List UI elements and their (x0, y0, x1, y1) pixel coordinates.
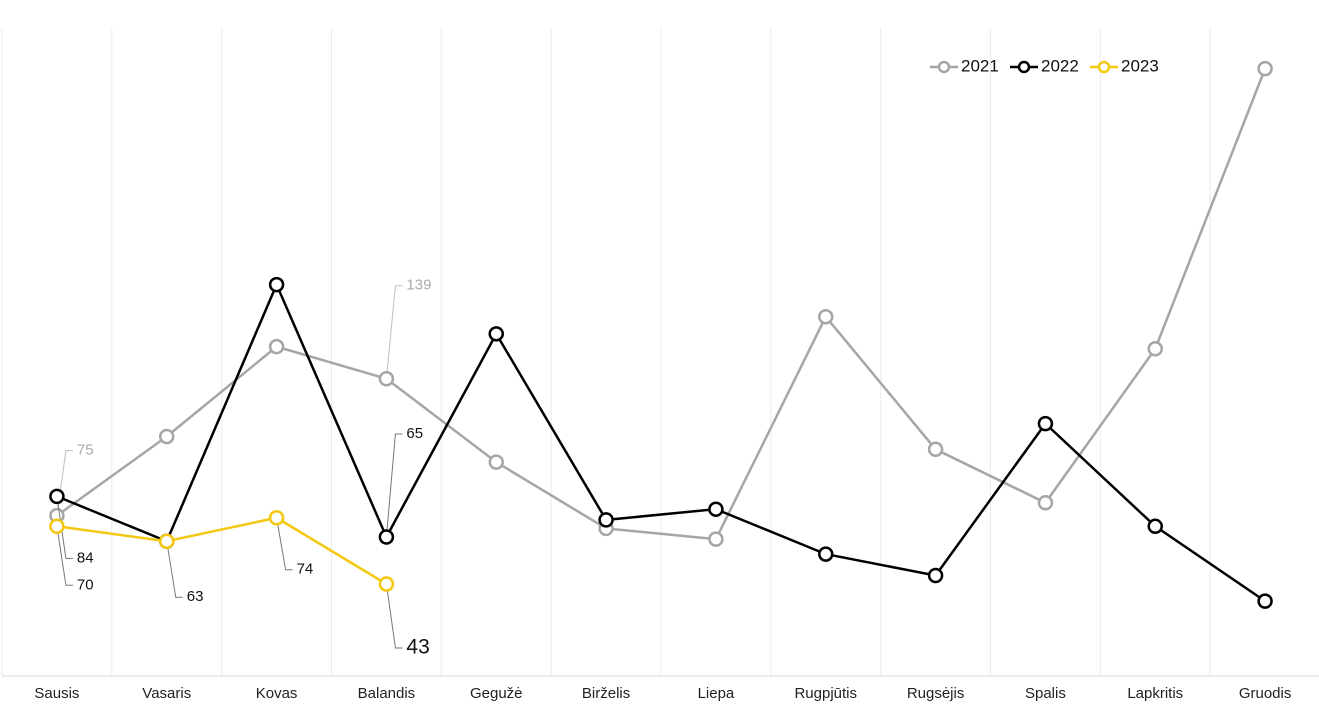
leader-line (385, 583, 403, 649)
marker (598, 512, 614, 528)
marker (927, 441, 944, 458)
x-tick-label: Kovas (256, 685, 298, 702)
marker (159, 533, 175, 550)
marker (1257, 593, 1273, 609)
leader-line (385, 433, 403, 538)
legend-marker (1097, 60, 1111, 74)
leader-line (276, 517, 293, 571)
x-tick-label: Gruodis (1239, 685, 1292, 702)
marker (378, 370, 395, 387)
data-label: 63 (187, 588, 204, 605)
x-tick-label: Lapkritis (1127, 685, 1183, 702)
marker (927, 567, 944, 584)
marker (378, 529, 395, 545)
marker (49, 488, 65, 505)
leader-line (56, 526, 73, 586)
marker (268, 338, 285, 355)
x-tick-label: Rugpjūtis (794, 685, 857, 702)
series-line (56, 281, 1266, 603)
leader-line (56, 496, 73, 559)
marker (488, 454, 504, 470)
marker (708, 501, 724, 517)
marker (268, 509, 285, 526)
x-tick-label: Birželis (582, 685, 630, 702)
data-label: 70 (77, 576, 94, 593)
marker (159, 428, 175, 445)
marker (1257, 60, 1273, 77)
marker (708, 531, 724, 547)
marker (378, 576, 395, 592)
data-label: 75 (77, 442, 94, 459)
legend-label: 2023 (1121, 56, 1159, 75)
marker (268, 276, 285, 293)
leader-line (385, 285, 403, 379)
legend-marker (1017, 60, 1031, 74)
marker (488, 326, 504, 342)
marker (1037, 415, 1054, 432)
x-tick-label: Sausis (34, 685, 79, 702)
series-line (56, 68, 1267, 541)
marker (1147, 341, 1163, 357)
series-line (56, 516, 388, 586)
marker (818, 546, 834, 562)
legend-label: 2021 (961, 56, 999, 75)
marker (49, 518, 65, 535)
data-label: 65 (406, 425, 423, 442)
x-tick-label: Vasaris (142, 685, 191, 702)
legend-marker (937, 60, 951, 74)
data-label: 43 (406, 636, 429, 659)
x-tick-label: Gegužė (470, 685, 523, 702)
x-tick-label: Liepa (698, 685, 735, 702)
data-label: 74 (297, 561, 314, 578)
marker (1147, 518, 1163, 535)
marker (1037, 495, 1054, 511)
x-tick-label: Spalis (1025, 685, 1066, 702)
x-tick-label: Balandis (358, 685, 416, 702)
x-tick-label: Rugsėjis (907, 685, 965, 702)
data-label: 139 (406, 277, 431, 294)
data-label: 84 (77, 549, 94, 566)
legend-label: 2022 (1041, 56, 1079, 75)
marker (818, 308, 834, 325)
leader-line (166, 541, 183, 598)
